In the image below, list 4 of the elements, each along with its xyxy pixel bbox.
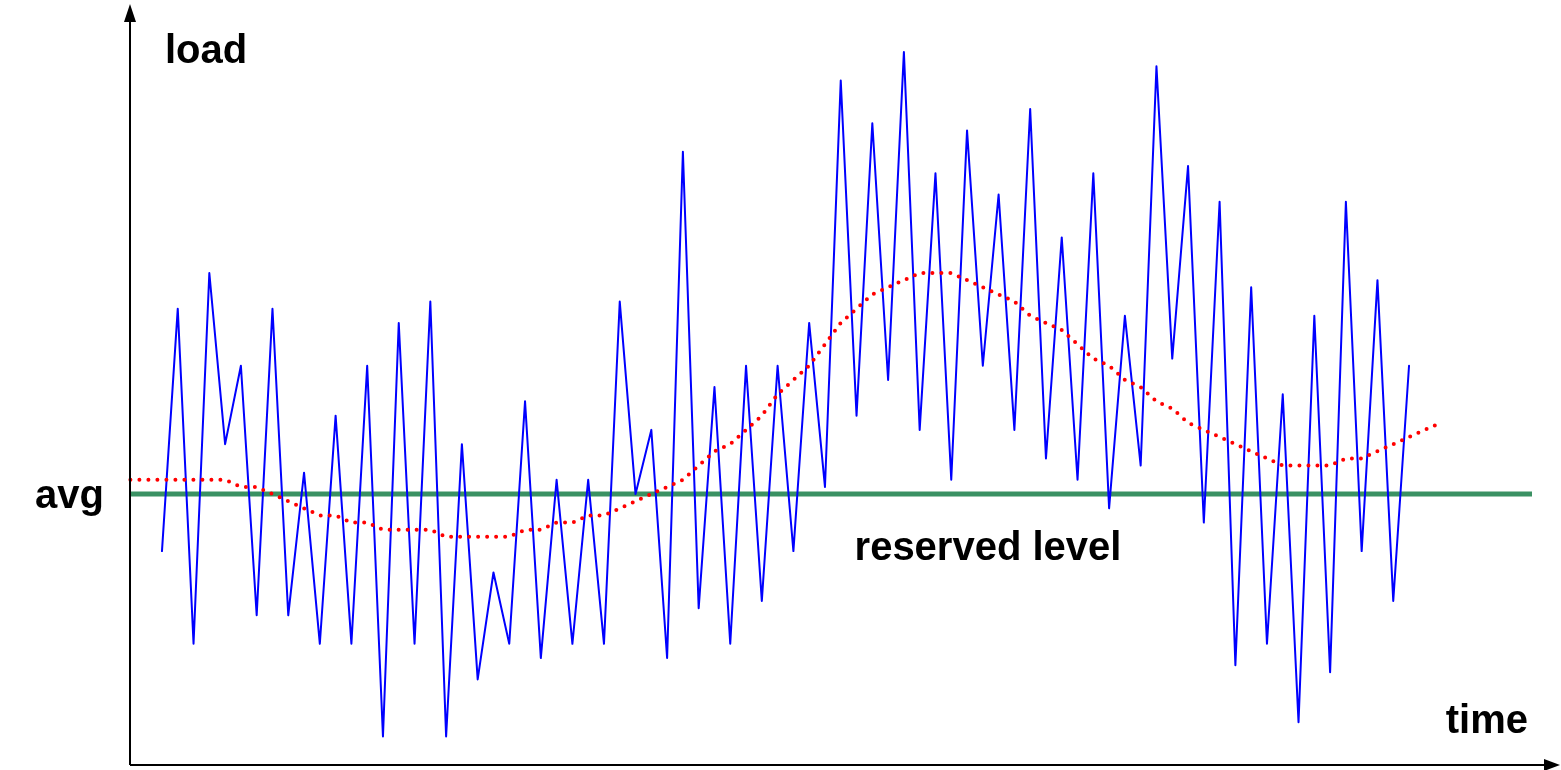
annotation: reserved level [854,524,1122,569]
ref-line-label: avg [35,472,104,517]
y-axis-title: load [165,27,248,71]
x-axis-title: time [1445,697,1528,741]
